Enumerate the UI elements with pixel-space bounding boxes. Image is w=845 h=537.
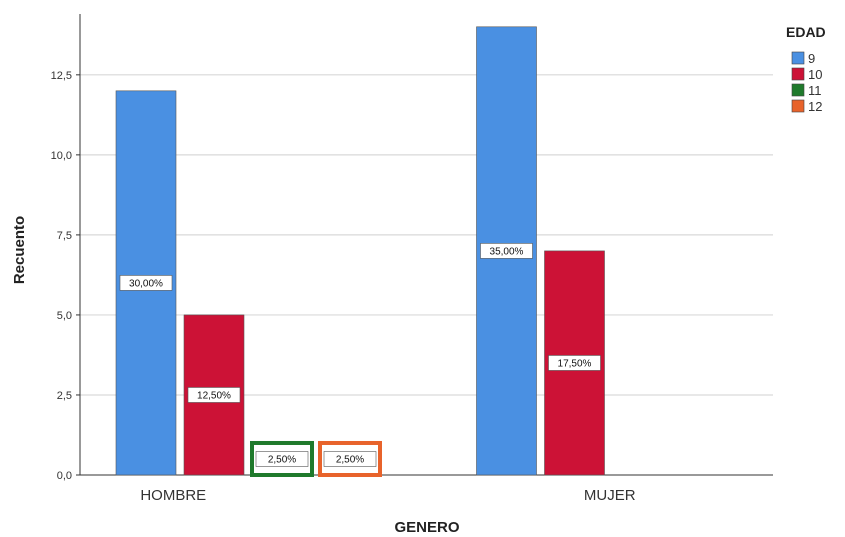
- data-label-box: [548, 355, 601, 371]
- y-tick-label: 10,0: [51, 150, 72, 162]
- data-label: 2,50%: [268, 454, 296, 465]
- legend-swatch: [791, 51, 805, 65]
- y-tick-label: 5,0: [57, 310, 72, 322]
- data-label: 30,00%: [129, 278, 163, 289]
- legend-title: EDAD: [786, 24, 826, 40]
- data-label: 35,00%: [490, 246, 524, 257]
- data-label: 12,50%: [197, 390, 231, 401]
- data-label: 2,50%: [336, 454, 364, 465]
- data-labels-group: 30,00% 12,50% 2,50% 2,50% 35,00% 17,50%: [119, 243, 601, 467]
- y-tick-label: 12,5: [51, 70, 72, 82]
- legend-swatch: [791, 83, 805, 97]
- legend-swatch: [791, 99, 805, 113]
- x-category-labels: HOMBRE MUJER: [140, 487, 635, 504]
- data-label-box: [480, 243, 533, 259]
- y-tick-label: 2,5: [57, 390, 72, 402]
- data-label: 17,50%: [558, 358, 592, 369]
- legend-item-label: 11: [808, 83, 822, 98]
- legend-item-label: 12: [808, 99, 822, 114]
- data-label-box: [323, 451, 377, 467]
- data-label-box: [255, 451, 309, 467]
- y-tick-labels: 0,0 2,5 5,0 7,5 10,0 12,5: [51, 70, 72, 482]
- legend-item-label: 9: [808, 51, 815, 66]
- x-category-label: HOMBRE: [140, 487, 206, 504]
- axes: [76, 14, 773, 476]
- legend-swatch: [791, 67, 805, 81]
- y-tick-label: 0,0: [57, 470, 72, 482]
- y-tick-label: 7,5: [57, 230, 72, 242]
- data-label-box: [119, 275, 173, 291]
- x-category-label: MUJER: [584, 487, 636, 504]
- legend-item-label: 10: [808, 67, 822, 82]
- data-label-box: [187, 387, 241, 403]
- y-axis-title: Recuento: [11, 216, 28, 284]
- x-axis-title: GENERO: [394, 519, 459, 536]
